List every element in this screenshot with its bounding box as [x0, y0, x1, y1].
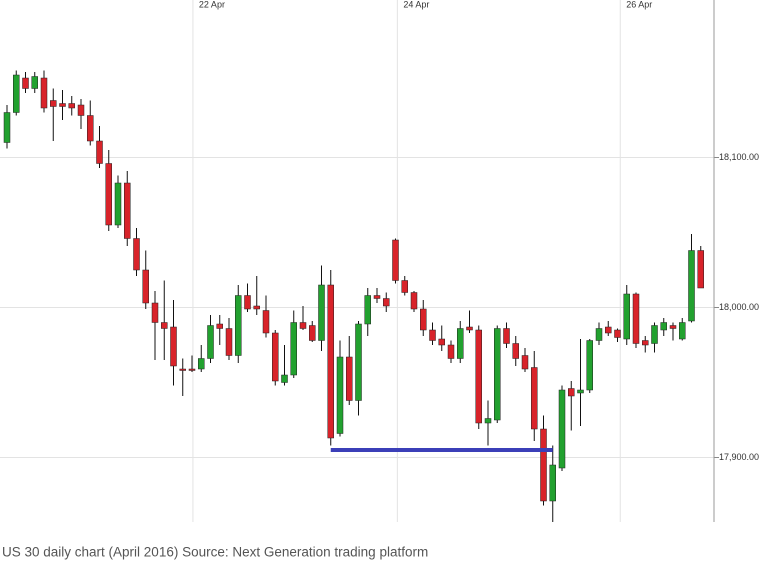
candle-body — [235, 295, 242, 356]
candle-body — [50, 100, 57, 107]
y-tick-label: 17,900.00 — [719, 452, 759, 462]
candle-body — [96, 140, 103, 164]
candle-body — [457, 328, 464, 359]
candle-body — [13, 74, 20, 113]
candle-body — [494, 328, 501, 421]
candle-body — [642, 340, 649, 346]
candle-body — [253, 305, 260, 310]
candle-body — [336, 356, 344, 434]
candle-body — [198, 358, 205, 370]
candle-body — [299, 322, 307, 329]
candle-body — [346, 356, 353, 401]
candle-body — [3, 112, 11, 143]
candle-body — [614, 329, 621, 338]
candle-body — [466, 326, 473, 331]
candle-body — [216, 323, 223, 329]
candle-body — [179, 368, 186, 371]
candle-body — [225, 328, 233, 356]
candle-body — [660, 322, 667, 331]
candle-body — [244, 295, 251, 310]
candle-body — [410, 292, 418, 310]
candle-body — [521, 355, 529, 370]
y-tick-label: 18,000.00 — [719, 302, 759, 312]
candle-body — [59, 103, 66, 107]
candle-body — [133, 238, 140, 271]
candle-body — [383, 298, 390, 307]
candle-body — [503, 328, 510, 344]
candle-body — [290, 322, 297, 376]
candle-body — [272, 332, 279, 382]
x-tick-label: 24 Apr — [403, 0, 429, 9]
x-tick-label: 26 Apr — [626, 0, 652, 9]
candle-body — [31, 76, 38, 89]
candle-body — [484, 418, 492, 424]
candle-body — [679, 322, 686, 340]
x-tick-label: 22 Apr — [199, 0, 225, 9]
candle-body — [151, 302, 159, 323]
candle-body — [355, 323, 362, 401]
candle-body — [401, 280, 408, 293]
candle-body — [475, 329, 482, 424]
candle-body — [392, 239, 399, 281]
candle-body — [309, 325, 316, 341]
candle-body — [586, 340, 593, 391]
candle-body — [105, 163, 112, 226]
candle-body — [549, 464, 556, 502]
candle-body — [207, 325, 214, 359]
candle-body — [512, 343, 519, 359]
candle-body — [669, 325, 677, 329]
candle-body — [161, 322, 168, 329]
candle-body — [577, 389, 584, 394]
candle-body — [632, 293, 640, 344]
candle-body — [188, 368, 196, 371]
candle-body — [595, 328, 603, 341]
y-tick-label: 18,100.00 — [719, 152, 759, 162]
candle-body — [373, 295, 381, 299]
candle-body — [420, 308, 427, 331]
candle-body — [651, 325, 658, 344]
caption: US 30 daily chart (April 2016) Source: N… — [2, 545, 428, 560]
candle-body — [22, 77, 29, 89]
candle-body — [531, 367, 538, 430]
candle-body — [281, 374, 288, 383]
candle-body — [605, 326, 612, 334]
candle-body — [327, 284, 334, 439]
candle-body — [447, 344, 455, 359]
candle-body — [77, 104, 85, 116]
candle-body — [68, 103, 75, 109]
candle-body — [623, 293, 630, 340]
candle-body — [429, 329, 436, 341]
candle-body — [540, 428, 547, 502]
candle-body — [558, 389, 566, 469]
candle-body — [262, 310, 270, 334]
candle-body — [124, 182, 131, 239]
candle-body — [318, 284, 325, 341]
candle-body — [364, 295, 371, 325]
candle-body — [170, 326, 177, 367]
candle-body — [438, 338, 445, 346]
candle-body — [142, 269, 149, 304]
candle-body — [114, 182, 122, 226]
candle-body — [688, 250, 695, 322]
candle-body — [40, 77, 48, 109]
candle-body — [568, 388, 575, 397]
candle-body — [697, 250, 704, 289]
candle-body — [87, 115, 94, 142]
